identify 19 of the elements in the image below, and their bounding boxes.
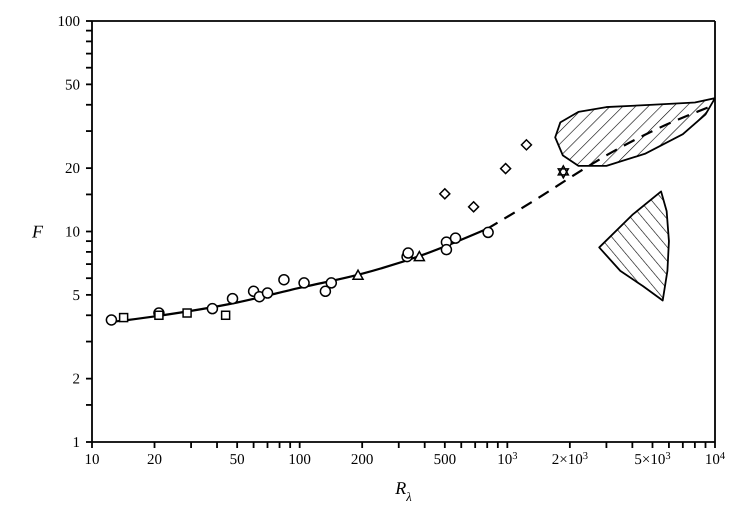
y-tick-label: 10 [65,224,80,240]
x-tick-label: 2×10$^{3}$ [552,450,588,468]
y-tick-label: 1 [72,435,80,451]
y-tick-label: 100 [58,14,80,30]
x-tick-label: 100 [288,452,311,468]
x-axis-title: R$_{λ}$ [394,478,412,504]
y-tick-label: 5 [72,288,80,304]
x-tick-label: 10$^{3}$ [497,450,518,468]
y-tick-label: 20 [65,161,80,178]
y-axis-title: F [31,222,44,242]
x-tick-label: 5×10$^{3}$ [634,450,671,468]
x-tick-label: 10$^{4}$ [704,450,726,468]
y-tick-label: 50 [65,77,80,94]
y-tick-label: 2 [72,372,80,388]
x-tick-label: 10 [84,452,100,468]
x-tick-label: 200 [350,452,374,468]
x-tick-label: 500 [434,452,456,468]
x-tick-label: 50 [230,452,245,468]
x-tick-label: 20 [147,452,162,468]
